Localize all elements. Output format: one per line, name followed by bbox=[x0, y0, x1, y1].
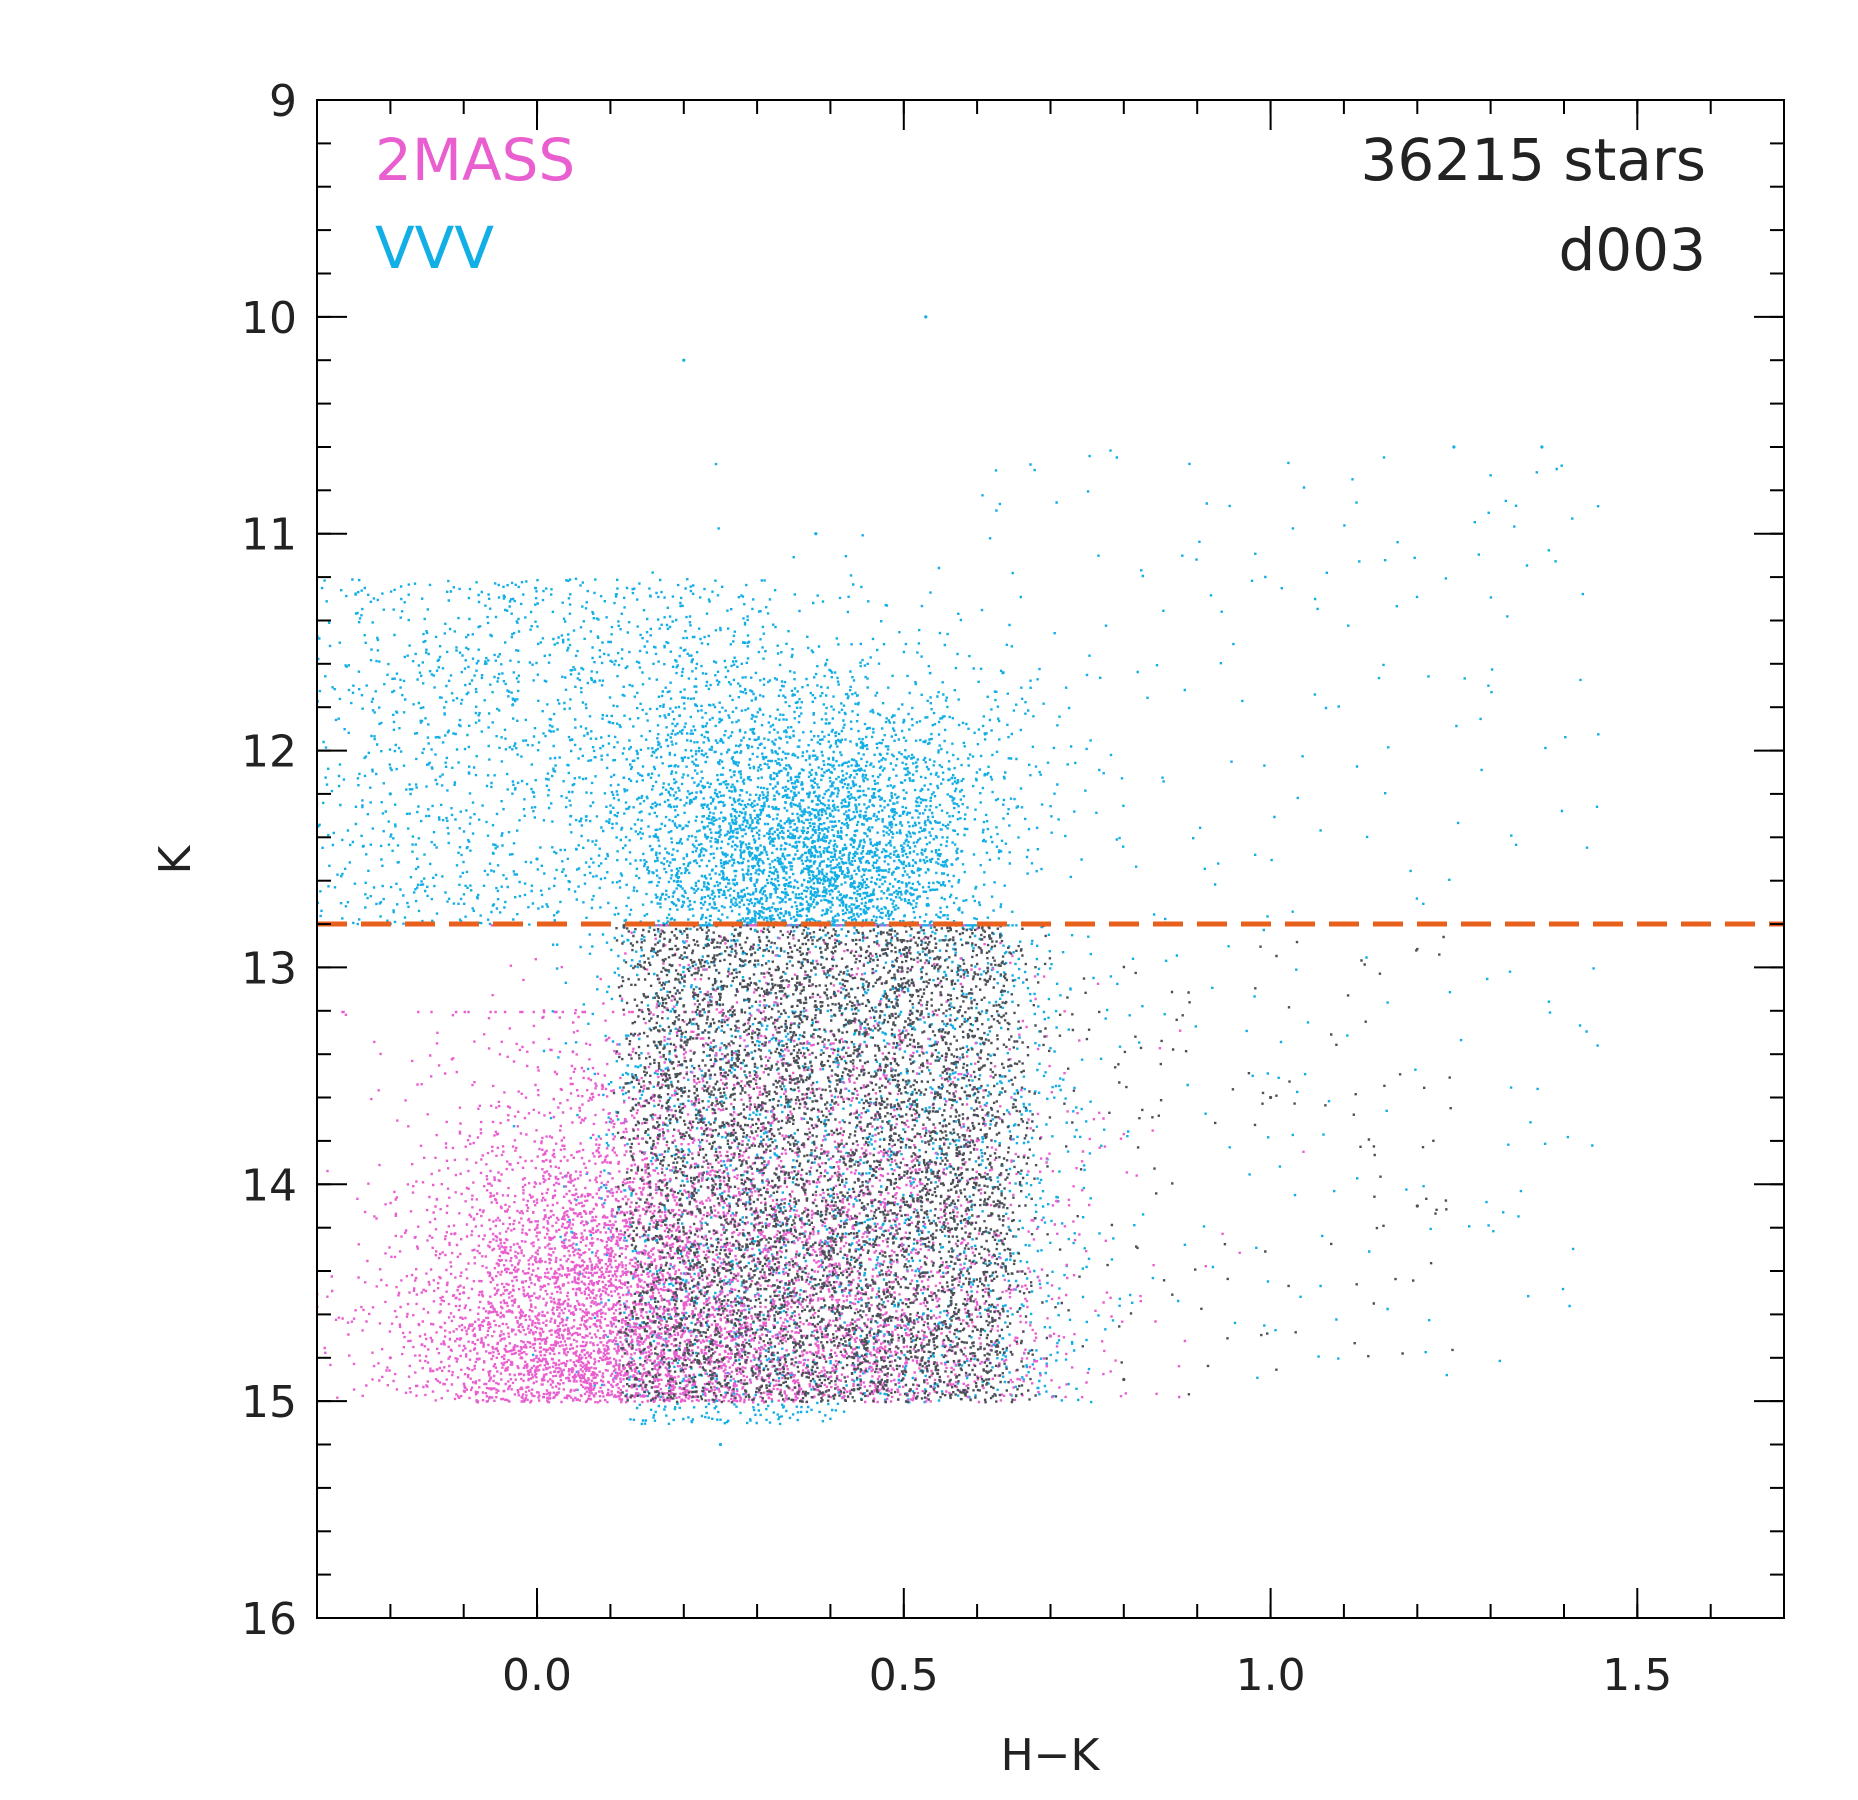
y-tick-label: 16 bbox=[241, 1594, 297, 1645]
x-tick-label: 1.0 bbox=[1236, 1650, 1306, 1701]
data-point bbox=[975, 1139, 979, 1143]
data-point bbox=[535, 857, 539, 861]
y-tick-label: 10 bbox=[241, 293, 297, 344]
y-tick-label: 12 bbox=[241, 727, 297, 778]
data-point bbox=[814, 532, 818, 536]
data-point bbox=[1269, 1095, 1273, 1100]
data-point bbox=[792, 1030, 796, 1035]
data-point bbox=[388, 792, 392, 796]
data-point bbox=[755, 1074, 759, 1078]
y-tick-label: 11 bbox=[241, 510, 297, 561]
data-point bbox=[608, 1161, 613, 1165]
data-point bbox=[718, 1182, 723, 1186]
legend-label-2mass: 2MASS bbox=[375, 126, 575, 194]
data-point bbox=[1122, 1377, 1126, 1382]
data-point bbox=[938, 1095, 943, 1100]
x-tick-label: 0.5 bbox=[869, 1650, 939, 1701]
sample-points bbox=[388, 315, 1544, 1447]
y-axis-label: K bbox=[150, 844, 201, 874]
data-point bbox=[645, 1291, 649, 1295]
data-point bbox=[1452, 445, 1456, 449]
data-point bbox=[924, 315, 928, 319]
y-tick-label: 14 bbox=[241, 1160, 297, 1211]
star-count-annotation: 36215 stars bbox=[1360, 126, 1706, 194]
y-tick-label: 13 bbox=[241, 943, 297, 994]
data-point bbox=[792, 857, 796, 861]
data-point bbox=[865, 1226, 869, 1230]
data-point bbox=[388, 1356, 392, 1360]
data-point bbox=[902, 1312, 906, 1316]
y-tick-label: 9 bbox=[269, 76, 297, 127]
axis-tick-labels: 0.0 0.5 1.0 1.5 9 10 11 12 13 14 15 16 bbox=[241, 76, 1672, 1701]
data-point bbox=[1415, 1204, 1419, 1208]
field-id-annotation: d003 bbox=[1558, 216, 1706, 284]
data-point bbox=[828, 1204, 833, 1208]
legend-label-vvv: VVV bbox=[375, 214, 494, 282]
data-point bbox=[1540, 445, 1544, 449]
data-point bbox=[1048, 1334, 1053, 1338]
data-point bbox=[682, 1247, 686, 1251]
data-point bbox=[682, 358, 686, 362]
y-tick-label: 15 bbox=[241, 1377, 297, 1428]
data-point bbox=[535, 1226, 539, 1230]
data-point bbox=[718, 1442, 723, 1447]
point-cloud-vvv bbox=[317, 449, 1600, 1426]
point-cloud-mass bbox=[317, 924, 1305, 1404]
x-axis-label: H−K bbox=[1001, 1730, 1101, 1781]
data-point bbox=[828, 814, 833, 818]
point-cloud-dark bbox=[612, 924, 1454, 1404]
x-tick-label: 0.0 bbox=[502, 1650, 572, 1701]
axis-ticks bbox=[316, 99, 1785, 1619]
x-tick-label: 1.5 bbox=[1602, 1650, 1672, 1701]
data-point bbox=[572, 1312, 576, 1316]
data-point bbox=[682, 965, 686, 970]
scatter-points bbox=[317, 449, 1600, 1426]
data-point bbox=[462, 1291, 466, 1295]
